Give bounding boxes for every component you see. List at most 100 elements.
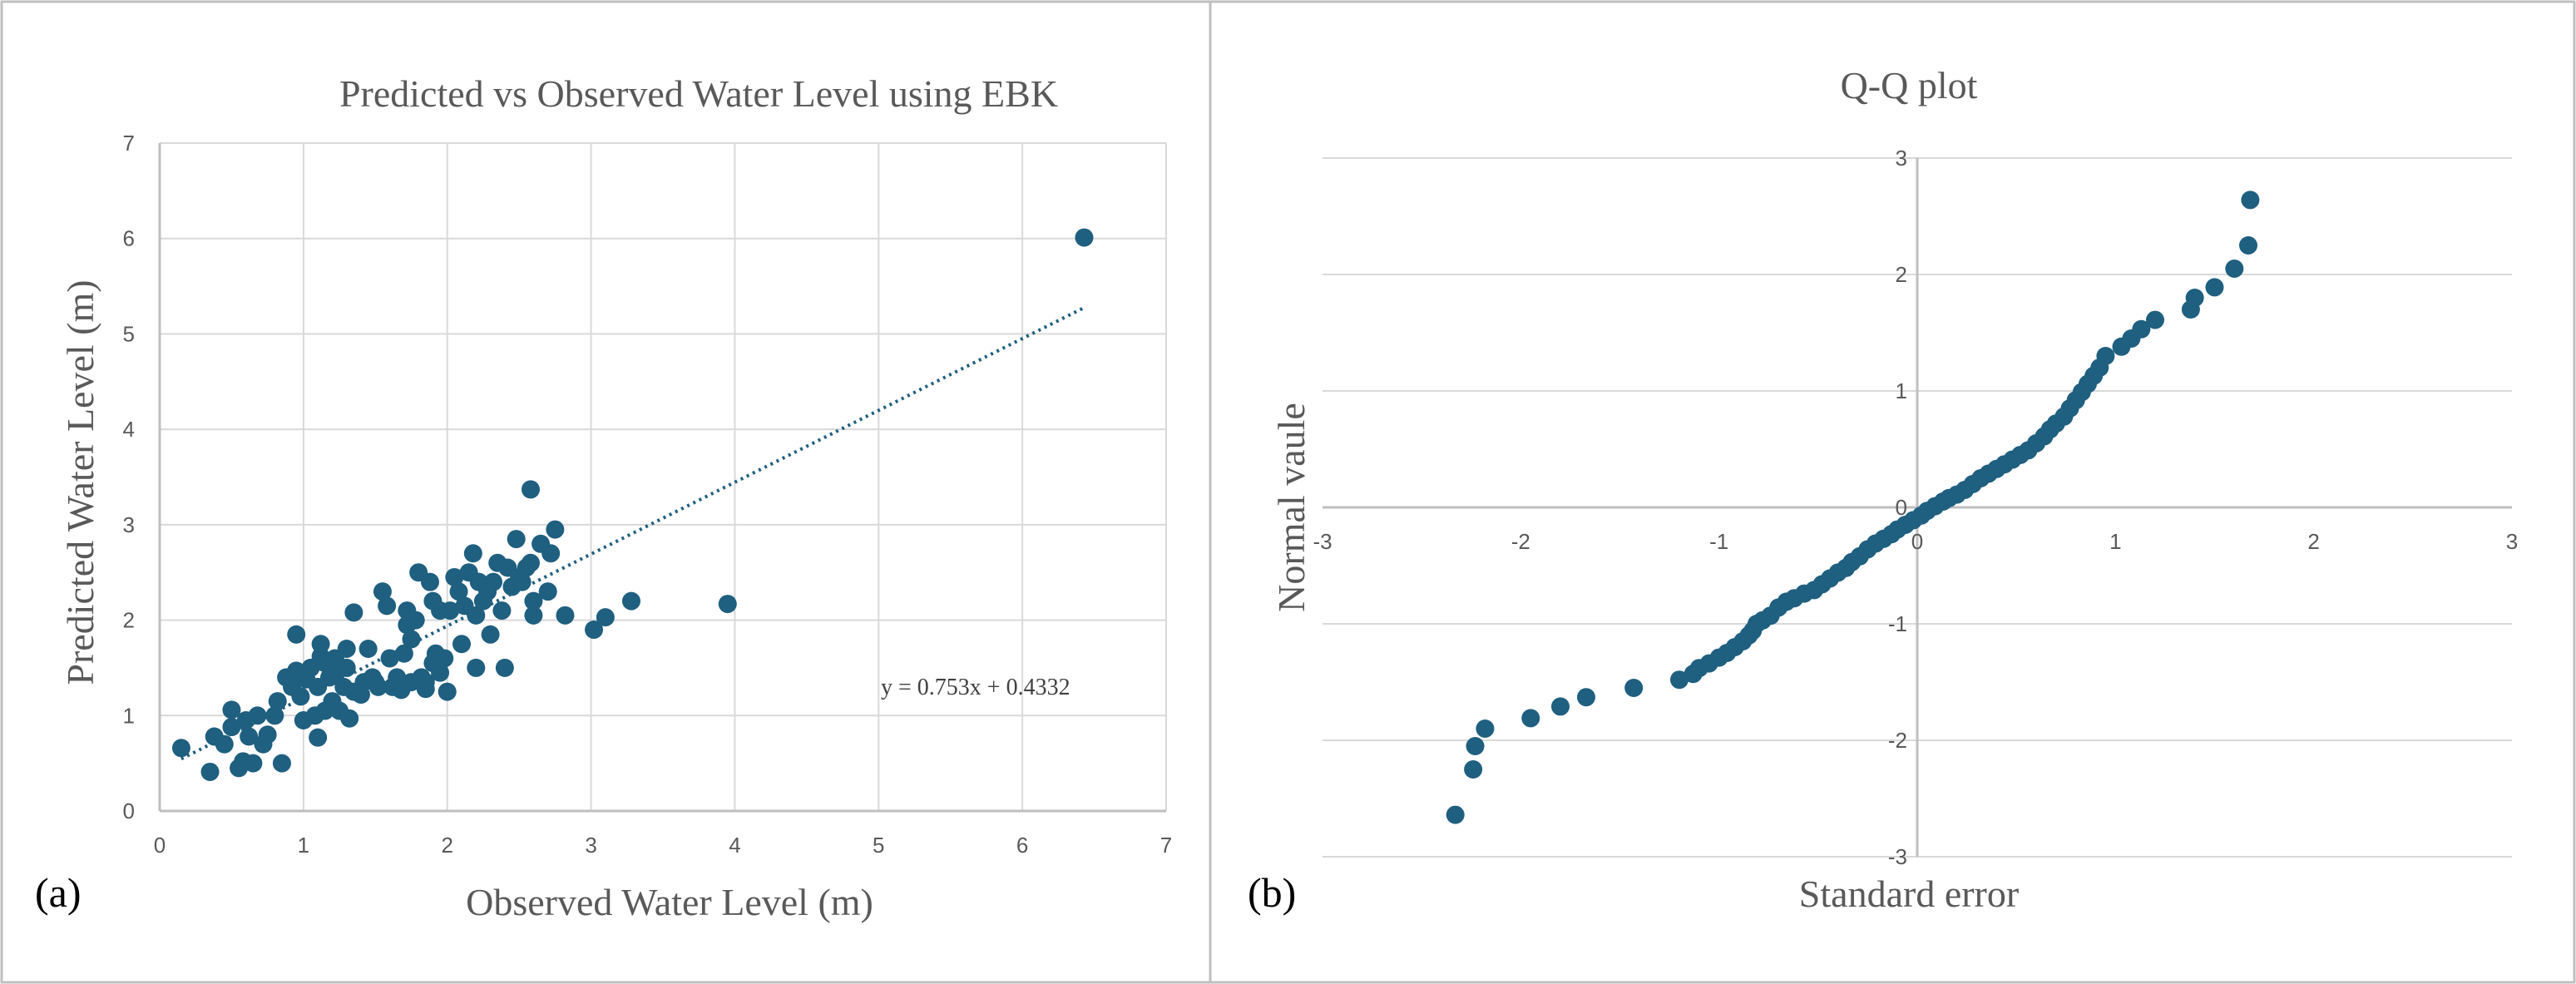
chart-a-point [240, 727, 259, 746]
chart-a-point [200, 762, 220, 781]
chart-a-point [222, 700, 241, 719]
chart-a-point [521, 553, 540, 572]
chart-a-point [268, 692, 287, 711]
chart-a-x-tick-label: 5 [873, 833, 884, 858]
chart-a-x-tick-label: 2 [441, 833, 452, 858]
chart-a-point [521, 480, 540, 499]
chart-b-x-tick-label: 1 [2109, 529, 2121, 554]
chart-a-point [481, 625, 500, 644]
chart-a-point [546, 520, 565, 539]
chart-a-y-axis-title: Predicted Water Level (m) [59, 279, 101, 685]
chart-b-x-tick-label: 3 [2506, 529, 2518, 554]
chart-b-x-tick-label: 2 [2307, 529, 2319, 554]
chart-b-title: Q-Q plot [1841, 64, 1978, 106]
chart-b-point [1446, 805, 1465, 824]
chart-b-point [2205, 278, 2224, 297]
chart-a-panel-label: (a) [35, 869, 82, 916]
chart-b-y-ticks: -3 -2 -1 0 1 2 3 [1888, 146, 1907, 869]
chart-a-point [495, 658, 514, 677]
chart-b-y-tick-label: 2 [1896, 262, 1907, 287]
chart-a-y-tick-label: 3 [123, 512, 135, 537]
chart-a-point [541, 544, 561, 563]
chart-a-y-tick-label: 0 [123, 799, 135, 823]
chart-a-points [171, 228, 1094, 781]
chart-b-panel-label: (b) [1248, 869, 1296, 916]
chart-a-point [507, 530, 526, 549]
chart-b-x-tick-label: -3 [1313, 529, 1332, 554]
chart-a-point [512, 572, 532, 591]
chart-b-point [1551, 697, 1570, 716]
chart-b-x-tick-label: -2 [1511, 529, 1530, 554]
chart-a-point [1075, 228, 1094, 247]
chart-a-point [291, 687, 310, 706]
chart-a-point [438, 682, 457, 701]
chart-a-point [435, 649, 454, 668]
chart-b-y-tick-label: -1 [1888, 611, 1907, 636]
chart-a-y-tick-label: 6 [123, 226, 135, 251]
chart-b-point [1521, 709, 1540, 728]
chart-a-point [492, 601, 512, 621]
chart-a-point [340, 709, 359, 728]
chart-a-point [538, 582, 557, 601]
chart-b-y-axis-title: Normal vaule [1270, 403, 1313, 612]
chart-b-point [1624, 679, 1644, 697]
chart-b-x-axis-title: Standard error [1799, 873, 2019, 915]
chart-a-point [416, 680, 435, 699]
chart-b-y-tick-label: 1 [1896, 378, 1907, 403]
chart-a-y-tick-label: 2 [123, 608, 135, 633]
chart-b-x-tick-label: 0 [1911, 529, 1923, 554]
chart-a-x-axis-title: Observed Water Level (m) [466, 881, 873, 923]
chart-a-x-tick-label: 6 [1016, 833, 1028, 858]
chart-a-point [358, 639, 378, 658]
chart-b-point [2239, 236, 2258, 255]
chart-a-point [337, 658, 356, 677]
panel-a: Predicted vs Observed Water Level using … [35, 72, 1172, 923]
chart-a-equation: y = 0.753x + 0.4332 [881, 675, 1070, 700]
chart-a-x-ticks: 0 1 2 3 4 5 6 7 [154, 833, 1172, 858]
chart-a-x-tick-label: 3 [585, 833, 596, 858]
chart-a-point [452, 635, 471, 654]
chart-a-point [265, 706, 284, 725]
chart-a-point [449, 582, 468, 601]
chart-a-x-tick-label: 1 [298, 833, 309, 858]
chart-a-point [344, 603, 363, 622]
chart-a-point [467, 606, 486, 625]
chart-a-x-tick-label: 4 [729, 833, 740, 858]
chart-b-x-tick-label: -1 [1709, 529, 1728, 554]
chart-b-point [2241, 190, 2260, 210]
chart-b-point [2225, 260, 2244, 278]
chart-a-point [309, 728, 328, 747]
chart-a-point [621, 591, 640, 611]
chart-a-point [420, 572, 439, 591]
chart-a-point [718, 595, 737, 614]
panel-b: Q-Q plot -3 -2 -1 0 1 2 3 -3 -2 -1 0 1 2 3 Standard … [1248, 64, 2518, 916]
chart-a-point [378, 596, 397, 616]
chart-a-point [463, 544, 482, 563]
chart-a-point [524, 591, 543, 611]
chart-a-point [380, 649, 399, 668]
chart-b-y-tick-label: -2 [1888, 728, 1907, 753]
chart-a-point [406, 611, 425, 630]
chart-a-point [394, 644, 413, 663]
chart-a-point [402, 630, 421, 649]
chart-a-point [441, 601, 460, 621]
chart-a-point [272, 754, 291, 773]
chart-a-y-tick-label: 7 [123, 131, 135, 156]
chart-a-gridlines [158, 142, 1167, 813]
chart-b-x-ticks: -3 -2 -1 0 1 2 3 [1313, 529, 2518, 554]
chart-a-point [585, 621, 604, 640]
chart-b-point [1670, 670, 1688, 690]
chart-b-point [1576, 688, 1595, 707]
chart-a-point [556, 606, 575, 625]
chart-b-point [2185, 289, 2204, 307]
chart-b-point [1466, 737, 1485, 755]
chart-a-point [258, 725, 277, 744]
chart-a-point [484, 572, 503, 591]
chart-a-y-tick-label: 4 [123, 417, 135, 442]
chart-a-point [596, 608, 615, 627]
chart-a-y-tick-label: 5 [123, 321, 135, 346]
chart-a-y-ticks: 0 1 2 3 4 5 6 7 [123, 131, 135, 823]
chart-b-y-tick-label: -3 [1888, 844, 1907, 869]
chart-a-point [467, 658, 486, 677]
chart-b-point [2132, 319, 2151, 339]
